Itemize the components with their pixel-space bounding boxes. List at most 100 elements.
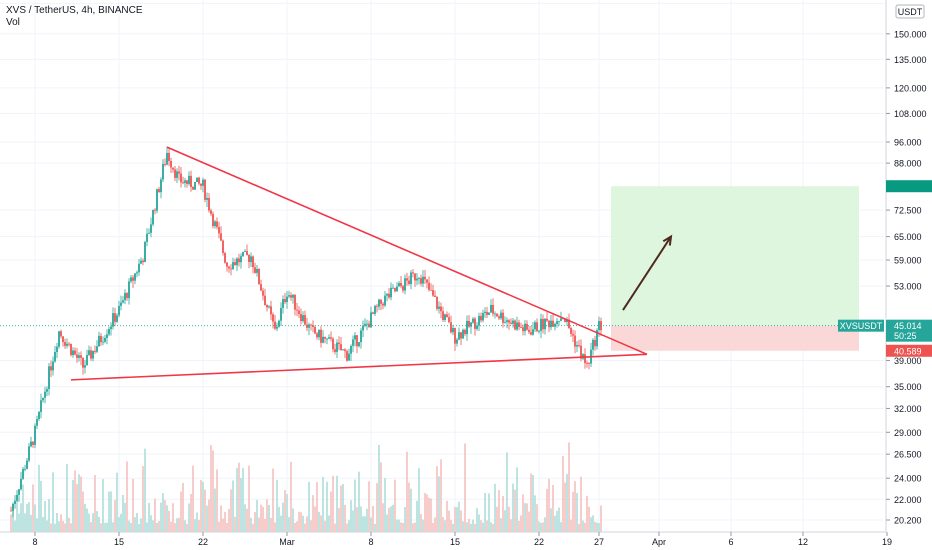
volume-bar [580, 476, 582, 532]
candle-body [400, 283, 402, 287]
candle-body [524, 323, 526, 332]
candle-body [314, 326, 316, 334]
volume-bar [228, 508, 230, 532]
candle-body [422, 276, 424, 284]
candle-body [262, 290, 264, 296]
candle-body [398, 283, 400, 287]
stop-price-tag [886, 344, 932, 357]
candle-body [454, 327, 456, 344]
candle-body [292, 294, 294, 298]
volume-bar [50, 523, 52, 532]
candle-body [266, 305, 268, 308]
volume-bar [204, 489, 206, 532]
grid [0, 0, 888, 532]
volume-bar [394, 479, 396, 532]
volume-bar [72, 479, 74, 532]
volume-bar [306, 516, 308, 532]
candle-body [258, 269, 260, 285]
volume-bar [546, 488, 548, 532]
candle-body [184, 180, 186, 183]
candle-body [574, 335, 576, 347]
candle-body [168, 152, 170, 162]
candle-body [68, 343, 70, 345]
candle-body [380, 299, 382, 304]
volume-bar [108, 491, 110, 532]
volume-bar [574, 481, 576, 532]
volume-bar [184, 520, 186, 532]
candle-body [360, 330, 362, 343]
volume-bar [568, 442, 570, 532]
volume-bar [410, 488, 412, 532]
volume-bar [146, 522, 148, 532]
volume-bar [116, 472, 118, 532]
volume-bar [78, 474, 80, 532]
candle-body [160, 179, 162, 193]
volume-bar [522, 494, 524, 532]
time-tick-label: 6 [728, 537, 733, 547]
price-tick-label: 22.000 [894, 495, 922, 505]
volume-bar [452, 523, 454, 532]
candle-body [180, 173, 182, 183]
volume-bar [22, 484, 24, 532]
profit-zone[interactable] [611, 186, 859, 326]
candle-body [26, 460, 28, 469]
volume-bar [588, 506, 590, 532]
price-axis[interactable]: 150.000 135.000 120.000 108.000 96.000 88.000… [885, 0, 932, 550]
volume-bar [258, 517, 260, 532]
volume-bar [342, 483, 344, 532]
candle-body [148, 232, 150, 234]
candle-body [438, 306, 440, 309]
candle-body [256, 269, 258, 273]
candle-body [432, 290, 434, 296]
price-tick-label: 108.000 [894, 109, 927, 119]
volume-bar [194, 519, 196, 532]
volume-bar [36, 518, 38, 532]
support-trendline[interactable] [70, 353, 648, 381]
candle-body [320, 329, 322, 343]
candle-body [80, 355, 82, 358]
resistance-trendline[interactable] [166, 146, 648, 356]
candle-body [202, 179, 204, 186]
volume-bar [272, 468, 274, 532]
volume-bar [328, 515, 330, 532]
volume-bar [230, 489, 232, 532]
volume-bar [564, 482, 566, 532]
volume-bar [216, 469, 218, 532]
candle-body [508, 320, 510, 323]
candle-body [322, 336, 324, 343]
candle-body [458, 332, 460, 340]
volume-bar [20, 503, 22, 532]
candle-body [230, 268, 232, 270]
volume-bar [364, 516, 366, 532]
candle-body [484, 311, 486, 313]
candle-body [260, 284, 262, 291]
volume-bar [404, 507, 406, 532]
trend-arrow[interactable] [622, 234, 673, 311]
volume-bar [324, 520, 326, 532]
candle-body [150, 224, 152, 233]
price-tick-label: 120.000 [894, 83, 927, 93]
volume-bar [420, 514, 422, 532]
volume-bar [300, 512, 302, 532]
candle-body [546, 318, 548, 321]
volume-bar [530, 473, 532, 532]
volume-bar [34, 504, 36, 532]
time-axis[interactable]: 8 15 22 Mar 8 15 22 27 Apr 6 12 19 [0, 531, 892, 547]
volume-bar [214, 488, 216, 532]
volume-bar [138, 523, 140, 532]
candle-body [530, 332, 532, 335]
volume-bar [142, 466, 144, 532]
volume-bar [386, 514, 388, 532]
time-tick-label: 8 [32, 537, 37, 547]
arrow-head [662, 234, 673, 246]
currency-badge[interactable] [895, 4, 925, 19]
candle-body [106, 334, 108, 338]
candle-body [342, 349, 344, 351]
loss-zone[interactable] [611, 325, 859, 351]
volume-bar [288, 517, 290, 532]
volume-bar [450, 520, 452, 532]
current-price-tag [886, 319, 932, 342]
candle-body [268, 306, 270, 308]
volume-bar [334, 523, 336, 532]
